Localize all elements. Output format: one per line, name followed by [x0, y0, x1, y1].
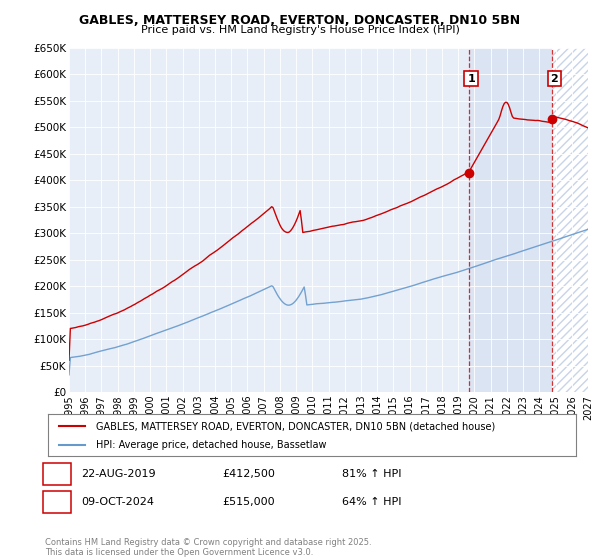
Text: 2: 2 [53, 495, 61, 508]
Text: 09-OCT-2024: 09-OCT-2024 [81, 497, 154, 507]
Bar [552, 48, 588, 392]
Text: 22-AUG-2019: 22-AUG-2019 [81, 469, 155, 479]
Text: 2: 2 [550, 73, 558, 83]
Text: GABLES, MATTERSEY ROAD, EVERTON, DONCASTER, DN10 5BN: GABLES, MATTERSEY ROAD, EVERTON, DONCAST… [79, 14, 521, 27]
Text: GABLES, MATTERSEY ROAD, EVERTON, DONCASTER, DN10 5BN (detached house): GABLES, MATTERSEY ROAD, EVERTON, DONCAST… [95, 421, 495, 431]
Bar [469, 48, 552, 392]
Text: 1: 1 [53, 467, 61, 480]
Text: Price paid vs. HM Land Registry's House Price Index (HPI): Price paid vs. HM Land Registry's House … [140, 25, 460, 35]
Text: £515,000: £515,000 [222, 497, 275, 507]
Text: 1: 1 [467, 73, 475, 83]
Text: Contains HM Land Registry data © Crown copyright and database right 2025.
This d: Contains HM Land Registry data © Crown c… [45, 538, 371, 557]
Text: 64% ↑ HPI: 64% ↑ HPI [342, 497, 401, 507]
Text: £412,500: £412,500 [222, 469, 275, 479]
Text: 81% ↑ HPI: 81% ↑ HPI [342, 469, 401, 479]
Text: HPI: Average price, detached house, Bassetlaw: HPI: Average price, detached house, Bass… [95, 440, 326, 450]
